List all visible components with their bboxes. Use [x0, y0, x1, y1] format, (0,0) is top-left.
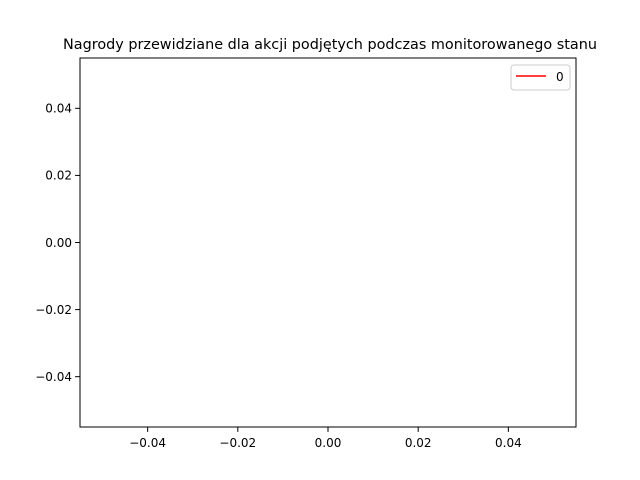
y-tick-label: 0.00	[45, 236, 72, 250]
legend-label-series-0: 0	[556, 70, 564, 84]
x-tick-label: 0.00	[315, 436, 342, 450]
y-tick-label: 0.04	[45, 102, 72, 116]
legend: 0	[510, 64, 571, 91]
y-tick-label: 0.02	[45, 169, 72, 183]
legend-box	[510, 64, 571, 91]
x-tick-label: 0.02	[405, 436, 432, 450]
plot-area	[80, 58, 576, 427]
y-axis-ticks: −0.04 −0.02 0.00 0.02 0.04	[35, 102, 80, 384]
x-tick-label: −0.04	[129, 436, 166, 450]
x-tick-label: −0.02	[219, 436, 256, 450]
y-tick-label: −0.04	[35, 370, 72, 384]
y-tick-label: −0.02	[35, 303, 72, 317]
x-axis-ticks: −0.04 −0.02 0.00 0.02 0.04	[129, 427, 522, 450]
x-tick-label: 0.04	[495, 436, 522, 450]
plot-frame	[79, 57, 577, 428]
chart-title: Nagrody przewidziane dla akcji podjętych…	[63, 37, 597, 53]
